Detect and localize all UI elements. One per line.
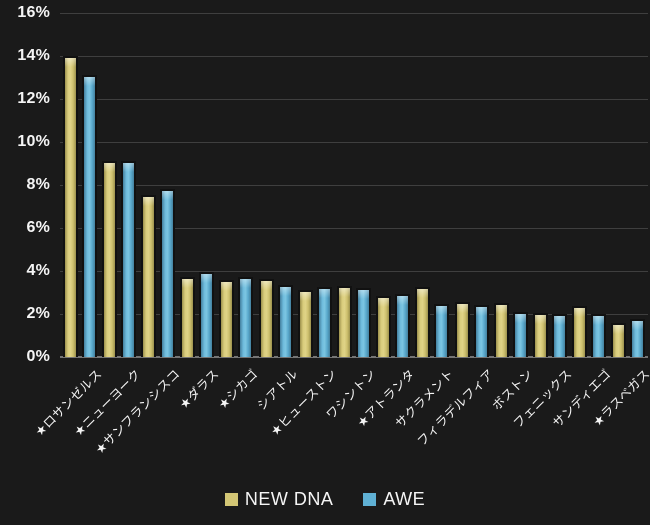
legend-swatch-icon: [363, 493, 377, 506]
bar-awe: [474, 305, 489, 357]
legend-label: NEW DNA: [244, 489, 334, 509]
gridline: [60, 228, 648, 229]
x-axis-category-label: ★シカゴ: [215, 366, 261, 413]
legend-label: AWE: [383, 489, 426, 509]
bar-awe: [434, 304, 449, 357]
bar-new-dna: [611, 323, 626, 357]
bar-new-dna: [376, 296, 391, 357]
bar-new-dna: [494, 303, 509, 357]
y-axis-tick-label: 12%: [17, 90, 50, 107]
legend-item-new-dna: NEW DNA: [224, 489, 334, 510]
bar-awe: [513, 312, 528, 357]
bar-awe: [278, 285, 293, 357]
y-axis-tick-label: 16%: [17, 4, 50, 21]
bar-new-dna: [180, 277, 195, 357]
bar-new-dna: [102, 161, 117, 357]
y-axis-tick-label: 4%: [26, 262, 50, 279]
gridline: [60, 271, 648, 272]
bar-awe: [630, 319, 645, 357]
bar-new-dna: [141, 195, 156, 357]
y-axis-tick-label: 10%: [17, 133, 50, 150]
bar-awe: [199, 272, 214, 357]
bar-new-dna: [259, 279, 274, 357]
gridline: [60, 99, 648, 100]
y-axis-tick-label: 14%: [17, 47, 50, 64]
x-axis-line: [60, 356, 648, 358]
gridline: [60, 13, 648, 14]
bar-new-dna: [455, 302, 470, 357]
bar-new-dna: [337, 286, 352, 357]
y-axis-tick-label: 8%: [26, 176, 50, 193]
bar-awe: [121, 161, 136, 357]
bar-new-dna: [572, 306, 587, 357]
bar-new-dna: [533, 313, 548, 357]
legend-item-awe: AWE: [363, 489, 425, 510]
gridline: [60, 56, 648, 57]
bar-awe: [160, 189, 175, 357]
bar-awe: [356, 288, 371, 357]
bar-awe: [82, 75, 97, 357]
gridline: [60, 142, 648, 143]
legend: NEW DNA AWE: [0, 489, 650, 510]
y-axis-tick-label: 0%: [26, 348, 50, 365]
legend-swatch-icon: [224, 493, 238, 506]
bar-awe: [591, 314, 606, 357]
y-axis-tick-label: 6%: [26, 219, 50, 236]
y-axis-tick-label: 2%: [26, 305, 50, 322]
bar-new-dna: [415, 287, 430, 357]
bar-new-dna: [219, 280, 234, 357]
bar-awe: [395, 294, 410, 357]
bar-awe: [317, 287, 332, 357]
gridline: [60, 185, 648, 186]
bar-awe: [552, 314, 567, 357]
x-axis-category-label: ★ダラス: [176, 366, 222, 412]
bar-awe: [238, 277, 253, 357]
bar-new-dna: [63, 56, 78, 357]
gridline: [60, 314, 648, 315]
bar-new-dna: [298, 290, 313, 357]
